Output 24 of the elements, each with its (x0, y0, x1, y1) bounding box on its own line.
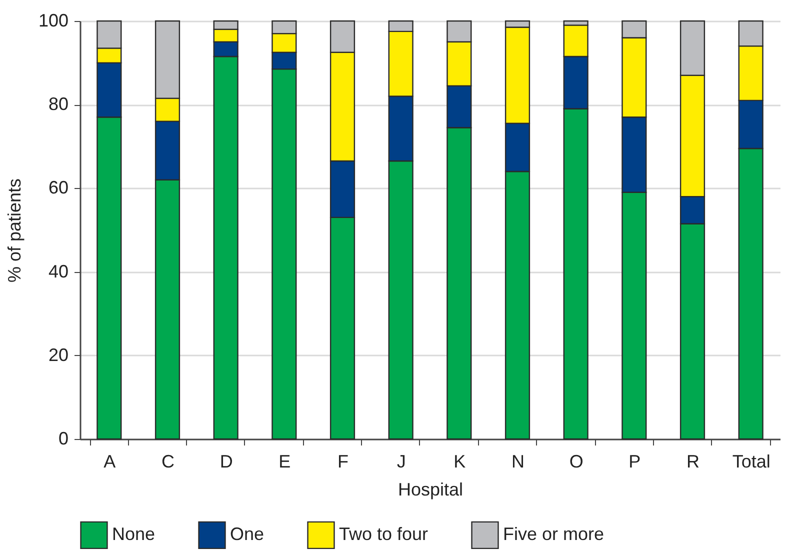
x-tick-label: K (454, 452, 466, 472)
y-tick-label: 20 (48, 344, 68, 365)
legend-label: Two to four (339, 524, 428, 544)
x-tick-label: D (220, 452, 233, 472)
legend-label: Five or more (503, 524, 604, 544)
y-tick-label: 80 (48, 94, 68, 114)
y-tick-label: 100 (38, 10, 68, 30)
x-tick-label: J (396, 452, 406, 472)
y-tick-label: 0 (58, 428, 68, 448)
x-axis-title: Hospital (398, 480, 464, 500)
x-tick-label: P (628, 452, 641, 472)
legend-label: None (112, 524, 156, 544)
x-tick-label: E (278, 452, 291, 472)
x-tick-label: A (104, 452, 116, 472)
x-tick-label: Total (732, 452, 770, 472)
y-tick-label: 60 (48, 178, 68, 198)
x-tick-label: N (512, 452, 524, 472)
x-tick-label: O (569, 452, 584, 472)
x-tick-label: F (338, 452, 348, 472)
y-axis-title: % of patients (4, 178, 24, 283)
x-tick-label: C (162, 452, 174, 472)
legend-label: One (230, 524, 264, 544)
x-tick-label: R (686, 452, 700, 472)
y-tick-label: 40 (48, 261, 68, 282)
